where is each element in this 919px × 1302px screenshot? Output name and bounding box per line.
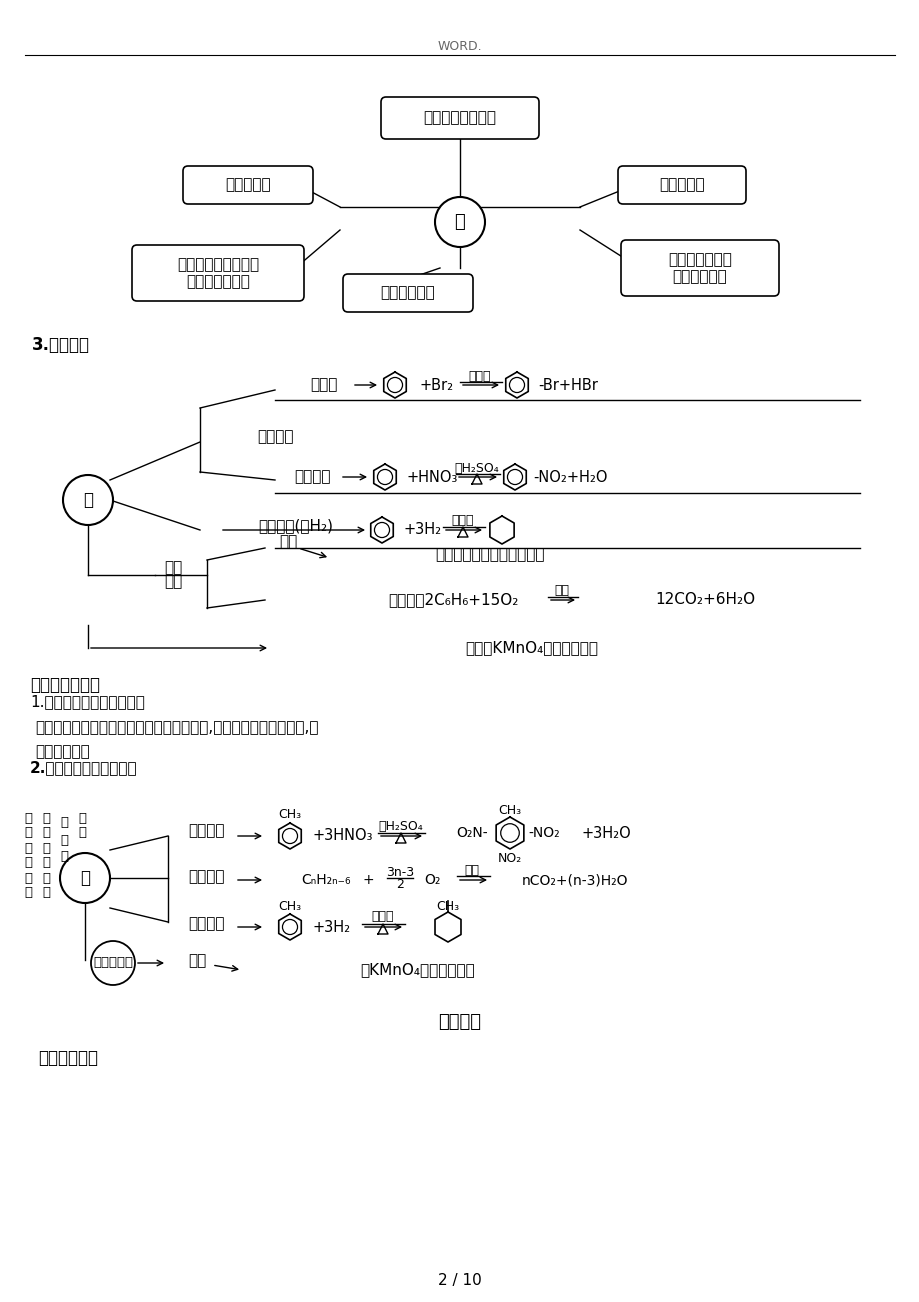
- Text: 子: 子: [24, 887, 32, 900]
- Text: 2.苯的同系物的化学性质: 2.苯的同系物的化学性质: [30, 760, 138, 776]
- Text: 代: 代: [42, 871, 50, 884]
- Text: 浓H₂SO₄: 浓H₂SO₄: [379, 819, 423, 832]
- Text: 加成反应: 加成反应: [187, 917, 224, 931]
- Text: +Br₂: +Br₂: [420, 378, 454, 392]
- Text: 环: 环: [24, 827, 32, 840]
- Circle shape: [60, 853, 110, 904]
- Circle shape: [435, 197, 484, 247]
- Text: +3H₂: +3H₂: [403, 522, 442, 538]
- Text: 上: 上: [24, 841, 32, 854]
- Text: 颜色：无色: 颜色：无色: [225, 177, 270, 193]
- Text: 3.化学性质: 3.化学性质: [32, 336, 90, 354]
- Text: 烷: 烷: [42, 827, 50, 840]
- Text: 不能使KMnO₄酸性溶液褪色: 不能使KMnO₄酸性溶液褪色: [465, 641, 598, 655]
- Text: CH₃: CH₃: [436, 901, 460, 914]
- Text: 苯的同系物: 苯的同系物: [93, 957, 133, 970]
- Text: +: +: [362, 874, 373, 887]
- Text: 硝化反应: 硝化反应: [294, 470, 330, 484]
- Text: 点燃: 点燃: [464, 863, 479, 876]
- Text: -NO₂: -NO₂: [528, 825, 559, 840]
- FancyBboxPatch shape: [343, 273, 472, 312]
- Text: 点燃: 点燃: [554, 585, 569, 598]
- Text: 催化剂: 催化剂: [371, 910, 394, 923]
- Text: +3H₂O: +3H₂O: [582, 825, 631, 841]
- Text: 1.苯的同系物的组成和结构: 1.苯的同系物的组成和结构: [30, 694, 144, 710]
- Text: 方程式：2C₆H₆+15O₂: 方程式：2C₆H₆+15O₂: [388, 592, 517, 608]
- Text: 3n-3: 3n-3: [385, 866, 414, 879]
- Text: 浓H₂SO₄: 浓H₂SO₄: [454, 461, 499, 474]
- Text: O₂N-: O₂N-: [456, 825, 487, 840]
- Text: 反应: 反应: [164, 574, 182, 590]
- Text: CH₃: CH₃: [278, 809, 301, 822]
- Text: 被KMnO₄酸性溶液氧化: 被KMnO₄酸性溶液氧化: [360, 962, 475, 978]
- Text: 合作探究: 合作探究: [438, 1013, 481, 1031]
- Text: 例: 例: [78, 827, 85, 840]
- Text: 原: 原: [24, 871, 32, 884]
- Text: 特性: 特性: [187, 953, 206, 969]
- Text: 溶解性：不溶于水，
易溶于有机溶剂: 溶解性：不溶于水， 易溶于有机溶剂: [176, 256, 259, 289]
- Text: 催化剂: 催化剂: [469, 370, 491, 383]
- Text: 12CO₂+6H₂O: 12CO₂+6H₂O: [654, 592, 754, 608]
- Text: 被: 被: [42, 811, 50, 824]
- Text: 燃烧: 燃烧: [278, 535, 297, 549]
- Text: 2: 2: [396, 878, 403, 891]
- Circle shape: [91, 941, 135, 986]
- Text: 甲: 甲: [60, 833, 68, 846]
- Text: 苯: 苯: [42, 887, 50, 900]
- FancyBboxPatch shape: [618, 165, 745, 204]
- Text: 2 / 10: 2 / 10: [437, 1272, 482, 1288]
- Text: 取代反应: 取代反应: [256, 430, 293, 444]
- Text: 挥发性及毒性：
易挥发、有毒: 挥发性及毒性： 易挥发、有毒: [667, 251, 732, 284]
- Text: WORD.: WORD.: [437, 39, 482, 52]
- Text: 氧化: 氧化: [164, 560, 182, 575]
- Text: 氢: 氢: [24, 857, 32, 870]
- Text: 取代反应: 取代反应: [187, 823, 224, 838]
- Text: 苯: 苯: [60, 850, 68, 863]
- Text: 苯: 苯: [83, 491, 93, 509]
- Text: 苯: 苯: [454, 214, 465, 230]
- Circle shape: [62, 475, 113, 525]
- Text: 取: 取: [42, 857, 50, 870]
- Text: 基: 基: [42, 841, 50, 854]
- FancyBboxPatch shape: [380, 98, 539, 139]
- Text: 与液溴: 与液溴: [310, 378, 337, 392]
- Text: NO₂: NO₂: [497, 852, 522, 865]
- Text: +3H₂: +3H₂: [312, 919, 351, 935]
- Text: 苯: 苯: [24, 811, 32, 824]
- FancyBboxPatch shape: [183, 165, 312, 204]
- Text: 气味：有特殊气味: 气味：有特殊气味: [423, 111, 496, 125]
- Text: 密度：比水小: 密度：比水小: [380, 285, 435, 301]
- Text: 三、苯的同系物: 三、苯的同系物: [30, 676, 100, 694]
- Text: 一、烃的检验: 一、烃的检验: [38, 1049, 98, 1068]
- Text: 以: 以: [60, 816, 68, 829]
- Text: 催化剂: 催化剂: [451, 514, 473, 527]
- Text: CₙH₂ₙ₋₆: CₙH₂ₙ₋₆: [301, 874, 350, 887]
- Text: 苯: 苯: [80, 868, 90, 887]
- Text: 苯的同系物是苯环上的氢原子被取代的产物,其分子中只有一个苯环,侧: 苯的同系物是苯环上的氢原子被取代的产物,其分子中只有一个苯环,侧: [35, 720, 318, 736]
- Text: 燃烧反应: 燃烧反应: [187, 870, 224, 884]
- Text: +3HNO₃: +3HNO₃: [312, 828, 373, 844]
- Text: 状态：液态: 状态：液态: [659, 177, 704, 193]
- FancyBboxPatch shape: [620, 240, 778, 296]
- Text: 为: 为: [78, 811, 85, 824]
- Text: 加成反应(与H₂): 加成反应(与H₂): [257, 518, 333, 534]
- Text: +HNO₃: +HNO₃: [406, 470, 458, 484]
- Text: O₂: O₂: [424, 874, 440, 887]
- Text: 现象：火焰明亮，带有浓烟: 现象：火焰明亮，带有浓烟: [435, 548, 544, 562]
- Text: -Br+HBr: -Br+HBr: [538, 378, 597, 392]
- FancyBboxPatch shape: [131, 245, 303, 301]
- Text: CH₃: CH₃: [498, 803, 521, 816]
- Text: CH₃: CH₃: [278, 900, 301, 913]
- Text: -NO₂+H₂O: -NO₂+H₂O: [532, 470, 607, 484]
- Text: nCO₂+(n-3)H₂O: nCO₂+(n-3)H₂O: [521, 874, 628, 887]
- Text: 链都是烷基。: 链都是烷基。: [35, 745, 90, 759]
